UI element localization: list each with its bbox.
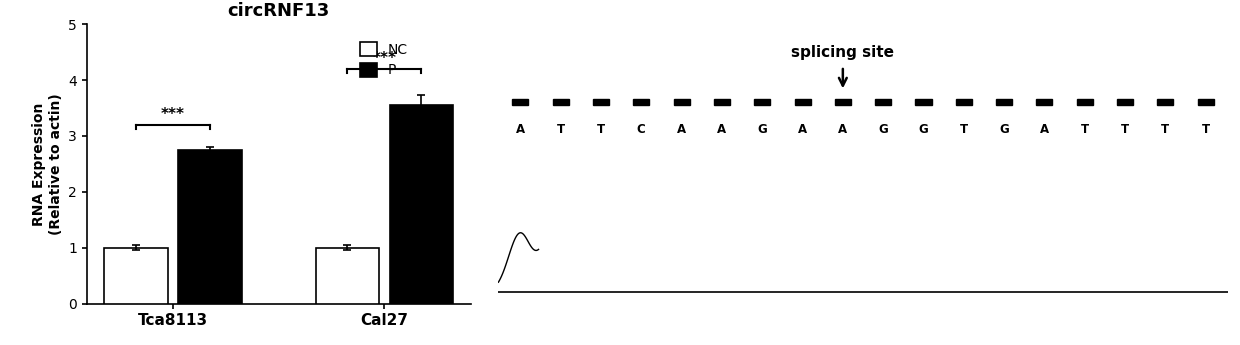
Text: T: T: [557, 124, 564, 136]
FancyBboxPatch shape: [714, 99, 730, 106]
FancyBboxPatch shape: [634, 99, 650, 106]
FancyBboxPatch shape: [956, 99, 972, 106]
Text: G: G: [878, 124, 888, 136]
Y-axis label: RNA Expression
(Relative to actin): RNA Expression (Relative to actin): [32, 93, 63, 235]
FancyBboxPatch shape: [1117, 99, 1133, 106]
Text: ***: ***: [161, 107, 185, 122]
Text: A: A: [717, 124, 727, 136]
FancyBboxPatch shape: [795, 99, 811, 106]
FancyBboxPatch shape: [1076, 99, 1092, 106]
FancyBboxPatch shape: [553, 99, 569, 106]
Bar: [104, 248, 167, 304]
FancyBboxPatch shape: [875, 99, 892, 106]
FancyBboxPatch shape: [835, 99, 851, 106]
FancyBboxPatch shape: [593, 99, 609, 106]
Text: A: A: [677, 124, 686, 136]
FancyBboxPatch shape: [1198, 99, 1214, 106]
Bar: [389, 105, 453, 304]
FancyBboxPatch shape: [673, 99, 689, 106]
Text: A: A: [1040, 124, 1049, 136]
Text: T: T: [1202, 124, 1210, 136]
Text: T: T: [1081, 124, 1089, 136]
Text: G: G: [919, 124, 929, 136]
Text: C: C: [637, 124, 646, 136]
FancyBboxPatch shape: [915, 99, 931, 106]
Text: G: G: [758, 124, 768, 136]
Text: splicing site: splicing site: [791, 46, 894, 60]
Text: A: A: [838, 124, 847, 136]
Text: T: T: [596, 124, 605, 136]
Bar: [179, 150, 242, 304]
Text: A: A: [516, 124, 525, 136]
FancyBboxPatch shape: [754, 99, 770, 106]
Legend: NC, P: NC, P: [355, 37, 414, 83]
FancyBboxPatch shape: [1037, 99, 1053, 106]
Text: T: T: [1121, 124, 1130, 136]
Text: T: T: [960, 124, 968, 136]
FancyBboxPatch shape: [512, 99, 528, 106]
FancyBboxPatch shape: [996, 99, 1012, 106]
Text: A: A: [799, 124, 807, 136]
Text: T: T: [1162, 124, 1169, 136]
Text: G: G: [999, 124, 1009, 136]
Title: circRNF13: circRNF13: [228, 2, 330, 20]
Text: ***: ***: [372, 51, 397, 66]
Bar: [316, 248, 379, 304]
FancyBboxPatch shape: [1157, 99, 1173, 106]
